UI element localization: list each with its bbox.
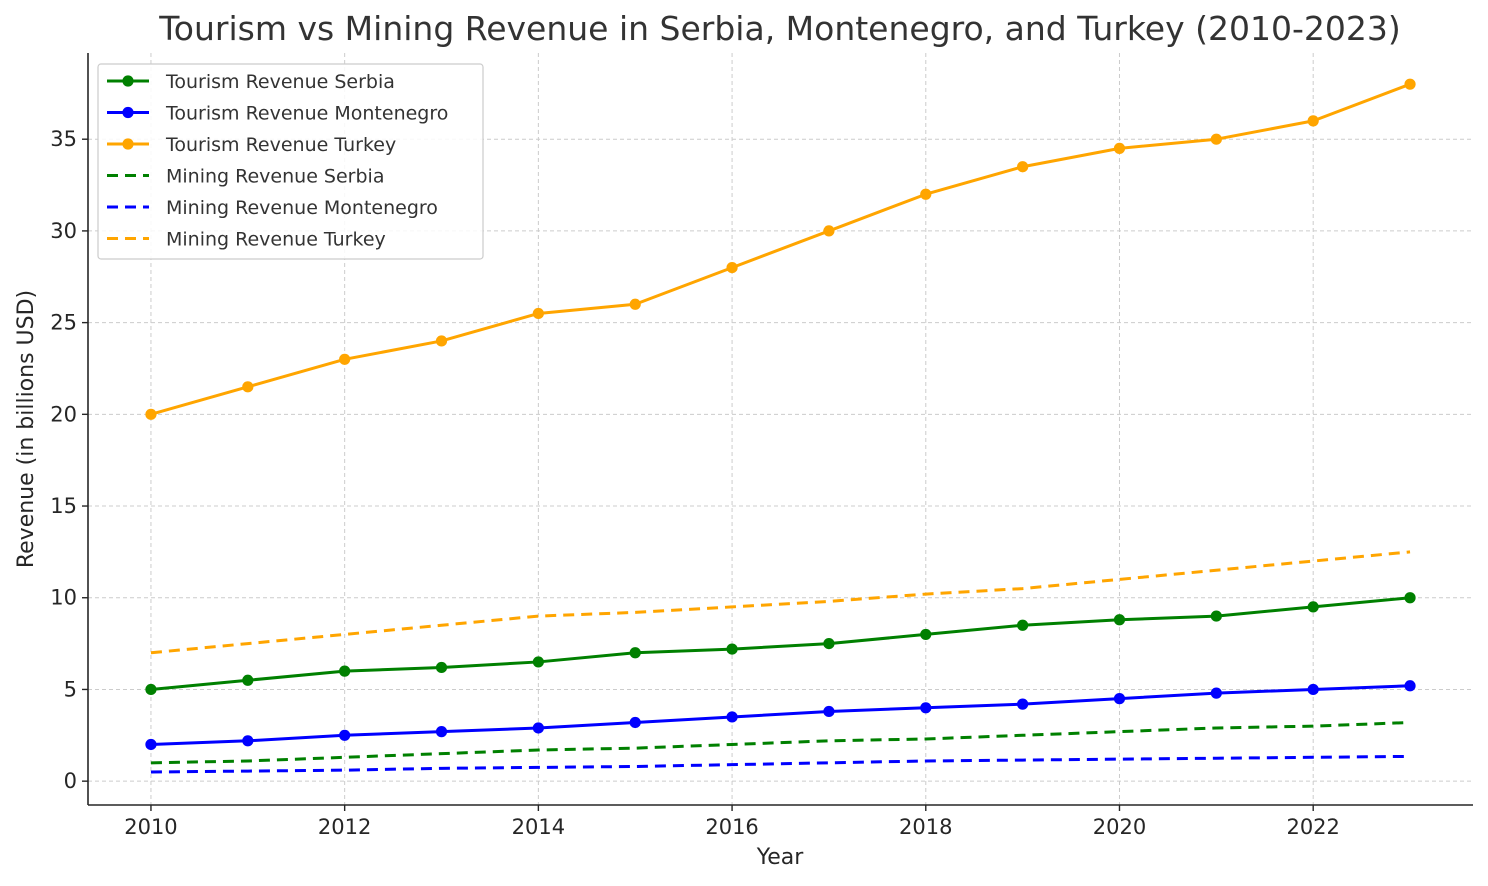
data-point-tourism-revenue-turkey xyxy=(823,225,835,237)
x-tick-label: 2016 xyxy=(705,815,758,839)
data-point-tourism-revenue-turkey xyxy=(339,353,351,365)
chart-title: Tourism vs Mining Revenue in Serbia, Mon… xyxy=(158,9,1401,48)
x-tick-label: 2022 xyxy=(1286,815,1339,839)
x-tick-label: 2014 xyxy=(512,815,565,839)
x-tick-label: 2010 xyxy=(124,815,177,839)
legend-label: Mining Revenue Serbia xyxy=(166,166,384,188)
data-point-tourism-revenue-serbia xyxy=(1210,610,1222,622)
series-line-tourism-revenue-montenegro xyxy=(149,684,1412,746)
y-tick-label: 5 xyxy=(64,677,77,701)
legend-box xyxy=(97,63,484,260)
data-point-tourism-revenue-montenegro xyxy=(629,716,641,729)
data-point-tourism-revenue-serbia xyxy=(1307,601,1319,613)
series-line-tourism-revenue-serbia xyxy=(149,596,1412,691)
series-line-tourism-revenue-turkey xyxy=(149,82,1412,416)
y-tick-label: 0 xyxy=(64,769,77,793)
data-point-tourism-revenue-montenegro xyxy=(823,705,835,718)
data-point-tourism-revenue-montenegro xyxy=(1113,693,1126,705)
data-point-tourism-revenue-serbia xyxy=(1113,614,1126,626)
data-point-tourism-revenue-serbia xyxy=(1017,619,1029,631)
data-point-tourism-revenue-turkey xyxy=(532,307,544,320)
legend: Tourism Revenue Serbia Tourism Revenue Mo… xyxy=(97,63,484,260)
series-group xyxy=(145,78,1416,774)
data-point-tourism-revenue-serbia xyxy=(920,628,932,641)
data-point-tourism-revenue-serbia xyxy=(1404,592,1416,604)
data-point-tourism-revenue-turkey xyxy=(920,188,932,200)
x-tick-label: 2020 xyxy=(1093,815,1146,839)
legend-label: Tourism Revenue Serbia xyxy=(165,71,395,93)
data-point-tourism-revenue-montenegro xyxy=(1210,687,1222,699)
data-point-tourism-revenue-montenegro xyxy=(242,735,254,747)
y-tick-label: 15 xyxy=(50,494,77,518)
data-point-tourism-revenue-serbia xyxy=(532,656,544,668)
x-tick-label: 2018 xyxy=(899,815,952,839)
axes: 2010 2012 2014 2016 2018 2020 2022 0 5 10 15 20 25 30… xyxy=(50,53,1473,839)
data-point-tourism-revenue-montenegro xyxy=(1307,683,1319,696)
data-point-tourism-revenue-serbia xyxy=(726,643,738,655)
legend-swatch-marker xyxy=(122,138,134,150)
series-mining-revenue-turkey xyxy=(150,550,1411,655)
series-mining-revenue-montenegro xyxy=(150,754,1411,774)
data-point-tourism-revenue-montenegro xyxy=(339,729,351,741)
legend-swatch-marker xyxy=(122,75,134,87)
data-point-tourism-revenue-turkey xyxy=(242,381,254,393)
data-point-tourism-revenue-montenegro xyxy=(1017,698,1029,710)
series-mining-revenue-serbia xyxy=(150,720,1411,765)
data-point-tourism-revenue-serbia xyxy=(823,637,835,650)
data-point-tourism-revenue-turkey xyxy=(726,261,738,274)
series-line-mining-revenue-serbia xyxy=(150,720,1411,765)
legend-swatch-marker xyxy=(122,106,134,119)
y-axis-label: Revenue (in billions USD) xyxy=(14,290,39,568)
y-tick-label: 10 xyxy=(50,586,77,610)
legend-label: Mining Revenue Turkey xyxy=(166,229,386,251)
y-tick-label: 30 xyxy=(50,219,77,243)
grid xyxy=(88,53,1473,805)
series-line-mining-revenue-montenegro xyxy=(150,754,1411,774)
data-point-tourism-revenue-serbia xyxy=(629,647,641,659)
data-point-tourism-revenue-serbia xyxy=(145,683,157,696)
data-point-tourism-revenue-montenegro xyxy=(1404,680,1416,692)
data-point-tourism-revenue-turkey xyxy=(1017,161,1029,173)
legend-label: Tourism Revenue Montenegro xyxy=(165,103,448,125)
data-point-tourism-revenue-turkey xyxy=(145,408,157,420)
data-point-tourism-revenue-turkey xyxy=(1113,142,1126,154)
data-point-tourism-revenue-turkey xyxy=(1404,78,1416,90)
data-point-tourism-revenue-turkey xyxy=(435,335,448,347)
data-point-tourism-revenue-serbia xyxy=(242,674,254,686)
data-point-tourism-revenue-montenegro xyxy=(435,726,448,738)
data-point-tourism-revenue-turkey xyxy=(1210,133,1222,145)
legend-label: Mining Revenue Montenegro xyxy=(166,197,438,219)
series-tourism-revenue-serbia xyxy=(145,592,1416,696)
data-point-tourism-revenue-montenegro xyxy=(145,738,157,751)
series-line-mining-revenue-turkey xyxy=(150,550,1411,655)
data-point-tourism-revenue-serbia xyxy=(339,665,351,677)
y-tick-label: 35 xyxy=(50,127,77,151)
series-tourism-revenue-montenegro xyxy=(145,680,1416,751)
data-point-tourism-revenue-serbia xyxy=(435,661,448,674)
x-axis-label: Year xyxy=(756,845,805,870)
y-tick-label: 20 xyxy=(50,402,77,426)
data-point-tourism-revenue-montenegro xyxy=(920,702,932,714)
data-point-tourism-revenue-montenegro xyxy=(726,711,738,723)
y-tick-label: 25 xyxy=(50,311,77,335)
legend-label: Tourism Revenue Turkey xyxy=(165,134,396,156)
data-point-tourism-revenue-montenegro xyxy=(532,722,544,734)
data-point-tourism-revenue-turkey xyxy=(1307,115,1319,127)
data-point-tourism-revenue-turkey xyxy=(629,298,641,310)
series-tourism-revenue-turkey xyxy=(145,78,1416,420)
x-tick-label: 2012 xyxy=(318,815,371,839)
